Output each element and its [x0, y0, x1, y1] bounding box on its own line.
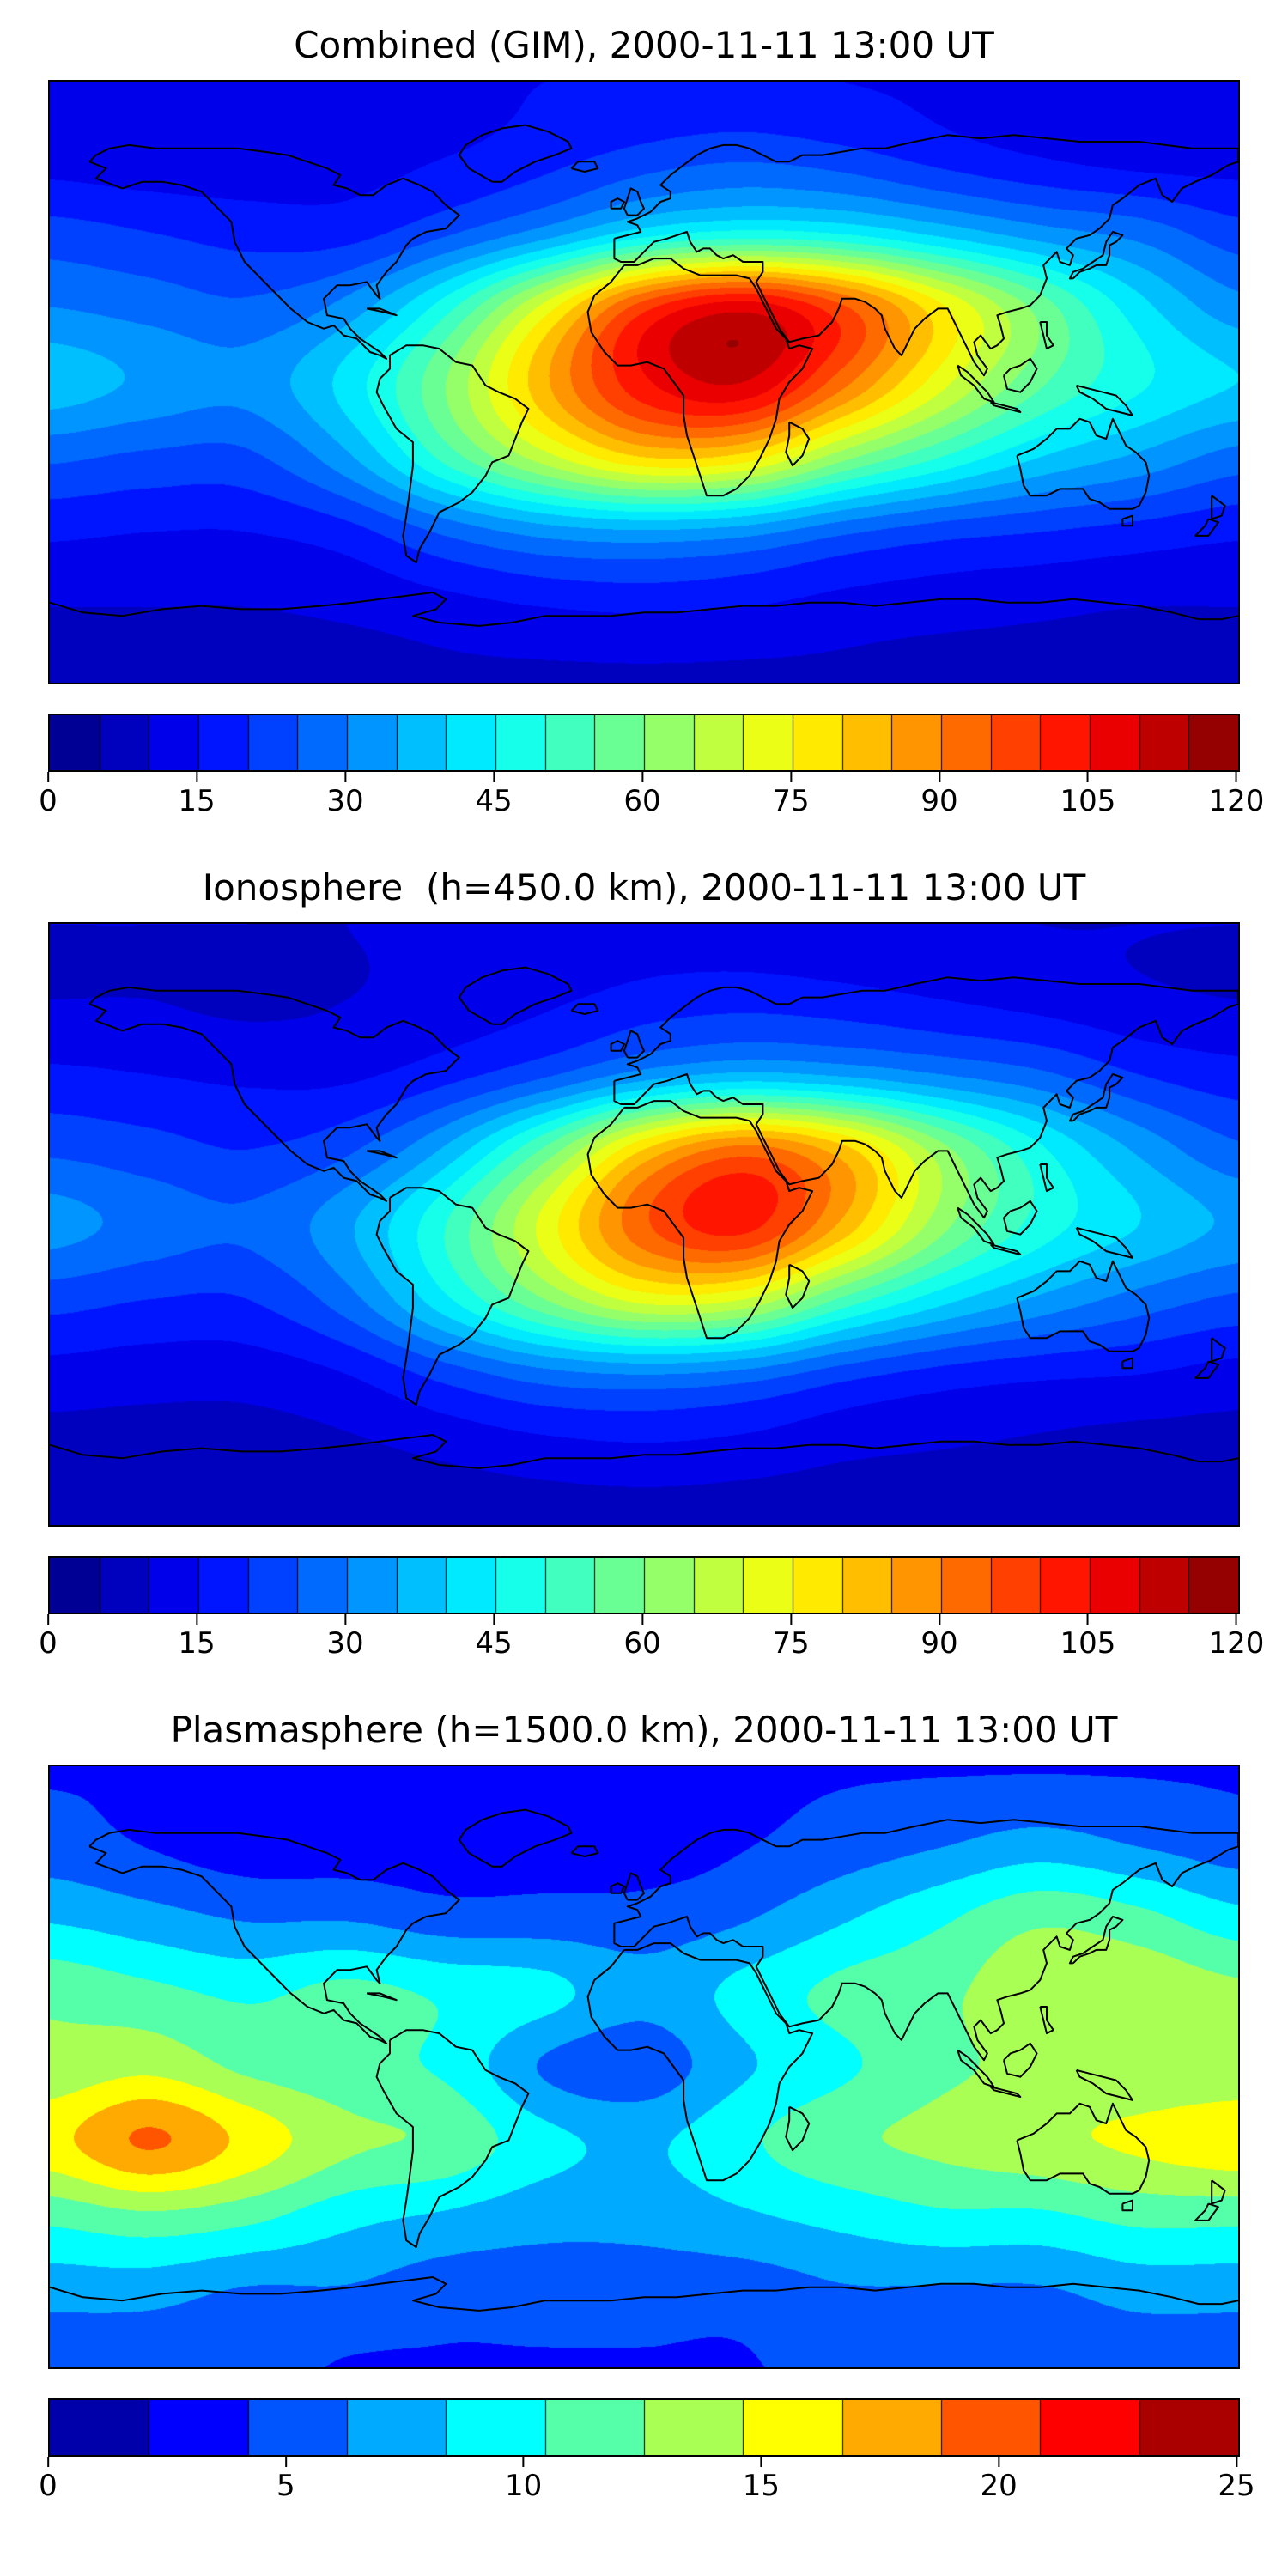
colorbar-tick: 120	[1208, 1614, 1265, 1662]
panel-title-ionosphere: Ionosphere (h=450.0 km), 2000-11-11 13:0…	[202, 866, 1086, 908]
colorbar-tick: 60	[623, 772, 661, 819]
tick-mark	[522, 2457, 525, 2467]
colorbar-tick: 30	[326, 772, 364, 819]
colorbar-tick: 105	[1060, 1614, 1116, 1662]
tick-label: 120	[1208, 784, 1265, 818]
coastline-path	[50, 1808, 1238, 2312]
colorbar-ticks-plasmasphere: 0 5 10 15 20 25	[39, 2457, 1255, 2513]
tick-label: 0	[39, 2469, 58, 2503]
tick-mark	[492, 1614, 495, 1625]
colorbar-tick: 0	[39, 2457, 58, 2504]
tick-mark	[1235, 2457, 1237, 2467]
tick-mark	[46, 772, 49, 782]
tick-mark	[938, 1614, 940, 1625]
tick-mark	[1236, 1614, 1237, 1625]
colorbar-tick: 15	[743, 2457, 780, 2504]
colorbar-tick: 60	[623, 1614, 661, 1662]
colorbar-ticks-ionosphere: 0 15 30 45 60 75 90 105 120	[39, 1614, 1264, 1671]
tick-label: 90	[920, 1626, 958, 1661]
coastline-path	[50, 124, 1238, 627]
tick-label: 60	[623, 784, 661, 818]
coastline-path	[50, 966, 1238, 1469]
tick-label: 45	[475, 1626, 513, 1661]
coastlines-overlay-combined	[50, 124, 1238, 627]
tick-mark	[46, 2457, 49, 2467]
tick-label: 5	[276, 2469, 295, 2503]
figure: Combined (GIM), 2000-11-11 13:00 UT 0 15 3…	[0, 24, 1288, 2513]
colorbar-tick: 75	[772, 1614, 810, 1662]
tick-label: 105	[1060, 1626, 1116, 1661]
colorbar-tick: 120	[1208, 772, 1265, 819]
colorbar-tick: 15	[178, 1614, 216, 1662]
tick-mark	[343, 772, 346, 782]
colorbar-tick: 75	[772, 772, 810, 819]
coastlines-overlay-ionosphere	[50, 966, 1238, 1469]
tick-label: 90	[920, 784, 958, 818]
tick-mark	[195, 1614, 197, 1625]
tick-mark	[760, 2457, 762, 2467]
tick-label: 30	[326, 784, 364, 818]
tick-label: 10	[504, 2469, 543, 2503]
map-plasmasphere	[48, 1765, 1240, 2369]
tick-mark	[789, 772, 792, 782]
colorbar-canvas-combined	[48, 714, 1240, 772]
tec-heatmap-canvas-combined	[50, 82, 1238, 683]
tick-mark	[998, 2457, 1000, 2467]
tick-mark	[641, 1614, 643, 1625]
colorbar-tick: 105	[1060, 772, 1116, 819]
colorbar-tick: 45	[475, 1614, 513, 1662]
tick-label: 75	[772, 1626, 810, 1661]
tick-label: 75	[772, 784, 810, 818]
tick-mark	[492, 772, 495, 782]
tick-label: 45	[475, 784, 513, 818]
tick-label: 25	[1218, 2469, 1255, 2503]
colorbar-tick: 25	[1218, 2457, 1255, 2504]
colorbar-tick: 10	[505, 2457, 542, 2504]
panel-combined: Combined (GIM), 2000-11-11 13:00 UT 0 15 3…	[0, 24, 1288, 829]
colorbar-tick: 15	[178, 772, 216, 819]
colorbar-tick: 0	[39, 1614, 58, 1662]
tick-mark	[789, 1614, 792, 1625]
colorbar-tick: 45	[475, 772, 513, 819]
tick-label: 15	[178, 784, 216, 818]
tick-mark	[343, 1614, 346, 1625]
tick-mark	[46, 1614, 49, 1625]
tick-mark	[195, 772, 197, 782]
tick-mark	[284, 2457, 287, 2467]
panel-ionosphere: Ionosphere (h=450.0 km), 2000-11-11 13:0…	[0, 866, 1288, 1671]
map-ionosphere	[48, 922, 1240, 1527]
colorbar-ticks-combined: 0 15 30 45 60 75 90 105 120	[39, 772, 1264, 829]
tick-label: 15	[178, 1626, 216, 1661]
tick-label: 15	[742, 2469, 781, 2503]
colorbar-tick: 30	[326, 1614, 364, 1662]
colorbar-tick: 90	[920, 1614, 958, 1662]
colorbar-tick: 20	[981, 2457, 1018, 2504]
tec-heatmap-canvas-ionosphere	[50, 924, 1238, 1525]
tick-label: 105	[1060, 784, 1116, 818]
colorbar-canvas-ionosphere	[48, 1556, 1240, 1614]
tick-mark	[1087, 772, 1089, 782]
tec-heatmap-canvas-plasmasphere	[50, 1766, 1238, 2367]
tick-label: 120	[1208, 1626, 1265, 1661]
tick-mark	[1087, 1614, 1089, 1625]
tick-mark	[1236, 772, 1237, 782]
colorbar-tick: 0	[39, 772, 58, 819]
panel-title-plasmasphere: Plasmasphere (h=1500.0 km), 2000-11-11 1…	[170, 1709, 1118, 1751]
tick-label: 0	[39, 1626, 58, 1661]
tick-label: 20	[980, 2469, 1018, 2503]
tick-label: 60	[623, 1626, 661, 1661]
coastlines-overlay-plasmasphere	[50, 1808, 1238, 2312]
colorbar-canvas-plasmasphere	[48, 2398, 1240, 2457]
tick-mark	[641, 772, 643, 782]
tick-mark	[938, 772, 940, 782]
colorbar-tick: 5	[276, 2457, 295, 2504]
panel-title-combined: Combined (GIM), 2000-11-11 13:00 UT	[294, 24, 994, 66]
map-combined	[48, 80, 1240, 684]
tick-label: 30	[326, 1626, 364, 1661]
colorbar-tick: 90	[920, 772, 958, 819]
tick-label: 0	[39, 784, 58, 818]
panel-plasmasphere: Plasmasphere (h=1500.0 km), 2000-11-11 1…	[0, 1709, 1288, 2513]
